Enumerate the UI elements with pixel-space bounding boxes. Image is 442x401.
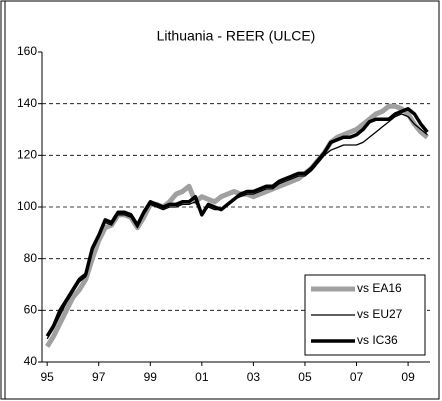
x-tick-label: 95	[40, 370, 54, 384]
y-tick-label: 120	[17, 148, 37, 162]
chart-title: Lithuania - REER (ULCE)	[157, 28, 316, 44]
legend-label: vs EA16	[357, 281, 402, 295]
y-tick-label: 160	[17, 44, 37, 58]
legend-label: vs EU27	[357, 307, 403, 321]
x-tick-label: 01	[195, 370, 209, 384]
y-tick-label: 100	[17, 199, 37, 213]
y-tick-label: 140	[17, 96, 37, 110]
x-tick-label: 97	[92, 370, 106, 384]
legend-label: vs IC36	[357, 333, 398, 347]
x-tick-label: 03	[247, 370, 261, 384]
x-tick-label: 99	[144, 370, 158, 384]
y-tick-label: 80	[24, 251, 38, 265]
series-line	[45, 107, 429, 338]
y-tick-label: 40	[24, 354, 38, 368]
x-tick-label: 07	[350, 370, 364, 384]
y-tick-label: 60	[24, 303, 38, 317]
x-tick-label: 05	[298, 370, 312, 384]
x-tick-label: 09	[401, 370, 415, 384]
series-line	[45, 103, 429, 348]
